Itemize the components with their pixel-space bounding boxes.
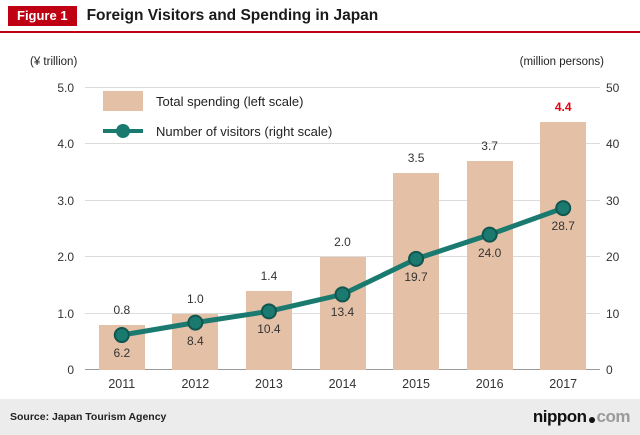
visitors-marker	[187, 314, 204, 331]
visitors-marker	[555, 200, 572, 217]
x-axis-label: 2016	[475, 377, 504, 391]
legend-item-spending: Total spending (left scale)	[103, 91, 332, 111]
right-axis-tick: 50	[606, 81, 620, 95]
visitors-value-label: 19.7	[404, 269, 428, 284]
visitors-value-label: 6.2	[113, 346, 131, 361]
visitors-marker	[113, 327, 130, 344]
logo-dot-icon	[588, 417, 595, 423]
chart-plot-area: 0.8 1.0 1.4 2.0 3.5 3.7 4.4 6.2 8.4 10.4 13.4 19.7 2…	[85, 87, 600, 370]
spending-value-label: 3.5	[407, 150, 425, 165]
logo-text-nippon: nippon	[532, 407, 587, 426]
spending-swatch-icon	[103, 91, 143, 111]
x-axis-labels: 2011 2012 2013 2014 2015 2016 2017	[85, 377, 600, 395]
right-axis-tick: 0	[606, 363, 613, 377]
gridline	[85, 256, 600, 258]
chart-legend: Total spending (left scale) Number of vi…	[103, 91, 332, 151]
left-axis-tick: 3.0	[57, 193, 74, 208]
right-axis-tick: 20	[606, 250, 620, 265]
figure-number-badge: Figure 1	[8, 5, 77, 26]
left-axis-ticks: 0 1.0 2.0 3.0 4.0 5.0	[28, 81, 74, 377]
gridline	[85, 143, 600, 145]
visitors-value-label: 8.4	[187, 333, 204, 348]
gridline	[85, 87, 600, 88]
left-axis-tick: 2.0	[57, 250, 74, 265]
visitors-value-label: 24.0	[477, 245, 502, 260]
right-axis-ticks: 0 10 20 30 40 50	[606, 81, 640, 377]
visitors-swatch-icon	[103, 121, 143, 141]
legend-item-visitors: Number of visitors (right scale)	[103, 121, 332, 141]
figure-header: Figure 1 Foreign Visitors and Spending i…	[0, 0, 640, 33]
spending-bar	[319, 257, 366, 370]
visitors-marker	[334, 286, 351, 303]
x-axis-label: 2013	[255, 377, 283, 391]
nippon-com-logo: nippon com	[532, 407, 631, 427]
spending-value-label: 1.4	[260, 269, 278, 284]
right-axis-tick: 30	[606, 193, 620, 208]
visitors-line	[113, 200, 572, 344]
source-note: Source: Japan Tourism Agency	[10, 411, 167, 423]
spending-value-label: 4.4	[554, 99, 572, 114]
spending-bar	[393, 172, 440, 370]
spending-value-label: 2.0	[334, 235, 351, 250]
visitors-marker	[260, 303, 277, 320]
visitors-value-label: 13.4	[330, 305, 355, 320]
spending-value-label: 3.7	[481, 139, 498, 154]
gridline	[85, 199, 600, 201]
left-axis-tick: 0	[67, 363, 74, 377]
spending-value-label: 1.0	[187, 291, 204, 306]
figure-footer: Source: Japan Tourism Agency nippon com	[0, 399, 640, 435]
legend-label-spending: Total spending (left scale)	[156, 93, 304, 109]
spending-bar	[466, 161, 513, 370]
figure-title: Foreign Visitors and Spending in Japan	[86, 6, 379, 24]
right-axis-unit-label: (million persons)	[519, 56, 604, 68]
right-axis-tick: 10	[606, 306, 620, 321]
x-axis-label: 2017	[549, 377, 578, 391]
visitors-marker	[481, 226, 498, 243]
x-axis-label: 2012	[181, 377, 210, 391]
left-axis-unit-label: (¥ trillion)	[30, 56, 78, 68]
left-axis-tick: 4.0	[57, 137, 74, 152]
left-axis-tick: 5.0	[57, 81, 74, 95]
legend-label-visitors: Number of visitors (right scale)	[156, 123, 333, 139]
right-axis-tick: 40	[606, 137, 620, 152]
logo-text-com: com	[596, 407, 631, 426]
spending-value-label: 0.8	[113, 302, 131, 317]
x-axis-label: 2014	[328, 377, 357, 391]
left-axis-tick: 1.0	[57, 306, 74, 321]
visitors-value-label: 10.4	[257, 322, 281, 337]
x-axis-label: 2011	[108, 377, 136, 391]
visitors-marker	[408, 250, 425, 267]
spending-bar	[540, 121, 587, 370]
visitors-value-label: 28.7	[551, 219, 575, 234]
x-axis-label: 2015	[402, 377, 430, 391]
